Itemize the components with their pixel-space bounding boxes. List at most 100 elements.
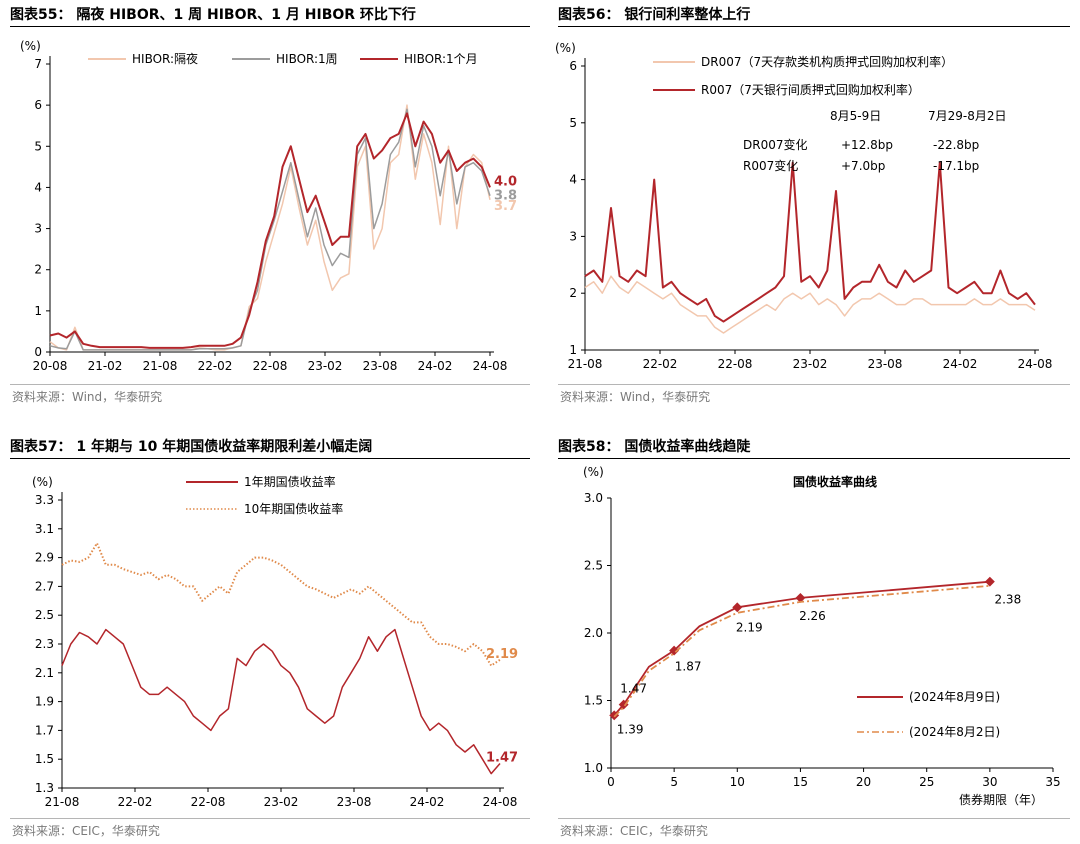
chart56-xtick-label: 24-08 [1018, 357, 1053, 371]
chart58-xtick-label: 10 [730, 775, 745, 789]
chart58-xtick-label: 15 [793, 775, 808, 789]
chart-58-source: 资料来源：CEIC，华泰研究 [560, 824, 708, 838]
chart-57-title-rule [10, 458, 530, 459]
chart58-series-1-line [613, 580, 990, 716]
chart56-ytick-label: 5 [569, 116, 577, 130]
chart55-xtick-label: 22-08 [253, 359, 288, 373]
chart55-xtick-label: 22-02 [198, 359, 233, 373]
chart-55-bottom-rule [10, 384, 530, 385]
chart58-xtick-label: 25 [919, 775, 934, 789]
chart55-end-label-3: 4.0 [494, 174, 517, 189]
chart57-ytick-label: 2.3 [35, 637, 54, 651]
chart55-xtick-label: 21-02 [88, 359, 123, 373]
chart56-annotation-row-value-b-1: -22.8bp [933, 138, 979, 152]
chart55-ytick-label: 6 [34, 98, 42, 112]
chart57-legend-label-2: 10年期国债收益率 [244, 501, 343, 516]
chart-57-treasury-yields: (%) 1.3 1.5 1.7 1.9 2.1 2.3 2.5 2.7 2.9 3.1 3.3 21-0… [32, 474, 518, 809]
chart-58-title-rule [558, 458, 1070, 459]
chart55-ytick-label: 7 [34, 57, 42, 71]
chart55-ytick-label: 4 [34, 180, 42, 194]
chart55-ytick-label: 1 [34, 304, 42, 318]
chart55-end-label-1: 3.7 [494, 199, 517, 214]
chart57-ytick-label: 2.1 [35, 666, 54, 680]
chart56-ytick-label: 1 [569, 343, 577, 357]
chart56-ytick-label: 2 [569, 286, 577, 300]
chart57-ytick-label: 2.7 [35, 579, 54, 593]
chart56-xtick-label: 24-02 [943, 357, 978, 371]
chart57-series-2-line [61, 542, 501, 667]
chart58-ytick-label: 2.5 [584, 559, 603, 573]
chart57-ytick-label: 3.3 [35, 493, 54, 507]
chart56-ytick-label: 6 [569, 59, 577, 73]
chart56-xtick-label: 23-08 [868, 357, 903, 371]
chart-56-bottom-rule [558, 384, 1070, 385]
chart57-unit: (%) [32, 475, 53, 489]
chart55-series-3-line [49, 112, 491, 349]
chart-57-bottom-rule [10, 818, 530, 819]
chart58-data-label: 1.39 [617, 722, 644, 736]
chart56-series-2-line [584, 161, 1036, 323]
chart58-ytick-label: 1.5 [584, 694, 603, 708]
chart55-legend-label-2: HIBOR:1周 [276, 52, 338, 66]
chart55-xtick-label: 23-02 [308, 359, 343, 373]
chart57-end-label-1: 1.47 [486, 751, 518, 766]
chart58-data-label: 2.19 [736, 620, 763, 634]
chart58-series-2-line [613, 584, 990, 718]
chart57-ytick-label: 3.1 [35, 522, 54, 536]
chart58-xtick-label: 0 [607, 775, 615, 789]
chart58-x-axis-label: 债券期限（年） [959, 792, 1043, 807]
chart56-legend-label-1: DR007（7天存款类机构质押式回购加权利率） [701, 54, 953, 69]
chart58-series-1-marker [609, 710, 620, 721]
chart-55-title: 图表55： 隔夜 HIBOR、1 周 HIBOR、1 月 HIBOR 环比下行 [10, 7, 416, 23]
chart56-series-1-line [584, 275, 1036, 334]
chart55-ytick-label: 5 [34, 139, 42, 153]
chart58-data-label: 1.87 [675, 660, 702, 674]
chart56-annotation-header-1: 8月5-9日 [830, 109, 881, 123]
chart55-ytick-label: 2 [34, 263, 42, 277]
chart57-legend-label-1: 1年期国债收益率 [244, 474, 336, 489]
chart57-xtick-label: 24-08 [483, 795, 518, 809]
chart-55-source: 资料来源：Wind，华泰研究 [12, 390, 163, 404]
chart57-ytick-label: 2.9 [35, 551, 54, 565]
chart55-legend-label-3: HIBOR:1个月 [404, 52, 478, 66]
chart55-series-2-line [49, 108, 491, 351]
chart57-end-label-2: 2.19 [486, 647, 518, 662]
chart57-ytick-label: 1.9 [35, 695, 54, 709]
chart56-xtick-label: 22-08 [718, 357, 753, 371]
chart58-series-1-marker [984, 576, 995, 587]
chart58-legend-label-1: (2024年8月9日) [909, 690, 1000, 704]
chart-56-interbank-rates: (%) 1 2 3 4 5 6 21-08 22-02 22-08 23-02 23-08 24-02 2… [555, 41, 1053, 371]
chart58-data-label: 2.38 [994, 593, 1021, 607]
chart-56-source: 资料来源：Wind，华泰研究 [560, 390, 711, 404]
chart58-data-label: 2.26 [799, 609, 826, 623]
chart55-ytick-label: 3 [34, 222, 42, 236]
chart56-annotation-row-label-1: DR007变化 [743, 137, 807, 152]
chart58-xtick-label: 35 [1045, 775, 1060, 789]
chart55-xtick-label: 24-08 [473, 359, 508, 373]
chart55-end-label-2: 3.8 [494, 189, 517, 204]
chart-58-title: 图表58： 国债收益率曲线趋陡 [558, 439, 751, 455]
chart57-xtick-label: 24-02 [410, 795, 445, 809]
chart56-xtick-label: 23-02 [793, 357, 828, 371]
chart-56-title: 图表56： 银行间利率整体上行 [558, 7, 751, 23]
chart55-xtick-label: 21-08 [143, 359, 178, 373]
chart57-ytick-label: 1.5 [35, 752, 54, 766]
chart56-ytick-label: 4 [569, 173, 577, 187]
chart58-xtick-label: 5 [670, 775, 678, 789]
chart58-xtick-label: 30 [982, 775, 997, 789]
chart56-annotation-row-value-b-2: -17.1bp [933, 159, 979, 173]
chart56-annotation-header-2: 7月29-8月2日 [928, 109, 1007, 123]
chart-57-title: 图表57： 1 年期与 10 年期国债收益率期限利差小幅走阔 [10, 439, 373, 455]
chart58-inner-title: 国债收益率曲线 [793, 474, 877, 489]
chart55-ytick-label: 0 [34, 345, 42, 359]
chart56-legend-label-2: R007（7天银行间质押式回购加权利率） [701, 82, 920, 97]
chart58-unit: (%) [583, 465, 604, 479]
chart57-xtick-label: 21-08 [45, 795, 80, 809]
chart56-annotation-row-value-a-2: +7.0bp [841, 159, 885, 173]
chart57-ytick-label: 1.3 [35, 781, 54, 795]
chart55-unit: (%) [20, 39, 41, 53]
chart-57-source: 资料来源：CEIC，华泰研究 [12, 824, 160, 838]
chart56-xtick-label: 21-08 [568, 357, 603, 371]
chart56-xtick-label: 22-02 [643, 357, 678, 371]
chart56-annotation-row-label-2: R007变化 [743, 158, 798, 173]
